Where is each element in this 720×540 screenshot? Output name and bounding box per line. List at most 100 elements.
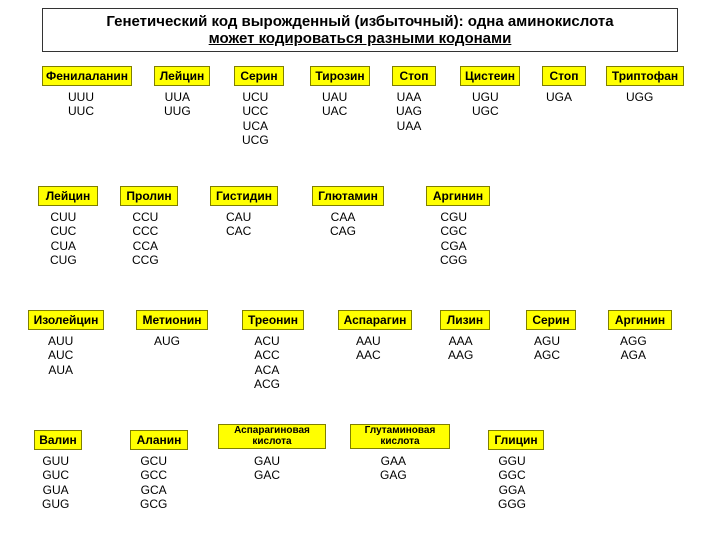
codon: ACC	[254, 348, 280, 362]
codon: CCU	[132, 210, 159, 224]
codon: GCU	[140, 454, 167, 468]
codon-column: GAAGAG	[380, 454, 407, 483]
codon: CAA	[330, 210, 356, 224]
codon: CCA	[132, 239, 159, 253]
codon: UCA	[242, 119, 269, 133]
codon: GAC	[254, 468, 280, 482]
codon: AGG	[620, 334, 647, 348]
codon: ACG	[254, 377, 280, 391]
amino-acid-label: Аланин	[130, 430, 188, 450]
amino-acid-label: Аспарагиновая кислота	[218, 424, 326, 449]
codon: AUC	[48, 348, 73, 362]
codon: UGU	[472, 90, 499, 104]
codon: UAC	[322, 104, 347, 118]
amino-acid-label: Глютамин	[312, 186, 384, 206]
codon: GAA	[380, 454, 407, 468]
codon: AAU	[356, 334, 381, 348]
codon: CUA	[50, 239, 77, 253]
codon-column: GUUGUCGUAGUG	[42, 454, 69, 512]
amino-acid-label: Стоп	[542, 66, 586, 86]
title-line1: Генетический код вырожденный (избыточный…	[106, 13, 613, 30]
codon-column: UAUUAC	[322, 90, 347, 119]
codon: UCU	[242, 90, 269, 104]
codon: UAA	[396, 90, 422, 104]
codon-column: UCUUCCUCAUCG	[242, 90, 269, 148]
codon: UUC	[68, 104, 94, 118]
amino-acid-label: Пролин	[120, 186, 178, 206]
codon-column: CGUCGCCGACGG	[440, 210, 467, 268]
codon: UAU	[322, 90, 347, 104]
codon: UCG	[242, 133, 269, 147]
codon-column: AGGAGA	[620, 334, 647, 363]
amino-acid-label: Гистидин	[210, 186, 278, 206]
codon-column: CAUCAC	[226, 210, 251, 239]
codon-column: AGUAGC	[534, 334, 560, 363]
codon: GUA	[42, 483, 69, 497]
codon: CAU	[226, 210, 251, 224]
amino-acid-label: Глицин	[488, 430, 544, 450]
codon-column: AUG	[154, 334, 180, 348]
codon: UUA	[164, 90, 191, 104]
codon: CUC	[50, 224, 77, 238]
amino-acid-label: Лейцин	[154, 66, 210, 86]
amino-acid-label: Серин	[234, 66, 284, 86]
codon: AAG	[448, 348, 473, 362]
codon: UAG	[396, 104, 422, 118]
amino-acid-label: Тирозин	[310, 66, 370, 86]
codon-column: GGUGGCGGAGGG	[498, 454, 526, 512]
amino-acid-label: Лизин	[440, 310, 490, 330]
codon: ACA	[254, 363, 280, 377]
codon: UCC	[242, 104, 269, 118]
codon: AGA	[620, 348, 647, 362]
row-3: ИзолейцинМетионинТреонинАспарагинЛизинСе…	[20, 310, 700, 420]
codon-column: AUUAUCAUA	[48, 334, 73, 377]
codon: GGG	[498, 497, 526, 511]
codon: ACU	[254, 334, 280, 348]
amino-acid-label: Валин	[34, 430, 82, 450]
codon: AUG	[154, 334, 180, 348]
codon: CCC	[132, 224, 159, 238]
codon-column: UAAUAGUAA	[396, 90, 422, 133]
row-4: ВалинАланинАспарагиновая кислотаГлутамин…	[20, 430, 700, 540]
amino-acid-label: Аргинин	[608, 310, 672, 330]
codon: GGU	[498, 454, 526, 468]
codon-column: CCUCCCCCACCG	[132, 210, 159, 268]
codon: GCC	[140, 468, 167, 482]
codon: GAU	[254, 454, 280, 468]
codon: UGG	[626, 90, 653, 104]
codon: CAC	[226, 224, 251, 238]
amino-acid-label: Стоп	[392, 66, 436, 86]
amino-acid-label: Изолейцин	[28, 310, 104, 330]
codon-column: UUUUUC	[68, 90, 94, 119]
codon: GUU	[42, 454, 69, 468]
codon: AUU	[48, 334, 73, 348]
amino-acid-label: Глутаминовая кислота	[350, 424, 450, 449]
amino-acid-label: Аргинин	[426, 186, 490, 206]
codon: UAA	[396, 119, 422, 133]
codon: UGA	[546, 90, 572, 104]
codon: UGC	[472, 104, 499, 118]
codon: CUU	[50, 210, 77, 224]
codon: GCG	[140, 497, 167, 511]
codon-column: CAACAG	[330, 210, 356, 239]
codon: CCG	[132, 253, 159, 267]
title-line2: может кодироваться разными кодонами	[209, 30, 512, 47]
codon-column: AAUAAC	[356, 334, 381, 363]
codon-column: UGA	[546, 90, 572, 104]
row-1: ФенилаланинЛейцинСеринТирозинСтопЦистеин…	[20, 66, 700, 176]
amino-acid-label: Серин	[526, 310, 576, 330]
amino-acid-label: Метионин	[136, 310, 208, 330]
codon-column: UUAUUG	[164, 90, 191, 119]
amino-acid-label: Лейцин	[38, 186, 98, 206]
row-2: ЛейцинПролинГистидинГлютаминАргининCUUCU…	[20, 186, 700, 296]
codon: GGC	[498, 468, 526, 482]
codon-column: GCUGCCGCAGCG	[140, 454, 167, 512]
codon-column: GAUGAC	[254, 454, 280, 483]
codon: AAC	[356, 348, 381, 362]
codon: GAG	[380, 468, 407, 482]
amino-acid-label: Треонин	[242, 310, 304, 330]
codon: GUC	[42, 468, 69, 482]
amino-acid-label: Фенилаланин	[42, 66, 132, 86]
amino-acid-label: Триптофан	[606, 66, 684, 86]
codon: AAA	[448, 334, 473, 348]
